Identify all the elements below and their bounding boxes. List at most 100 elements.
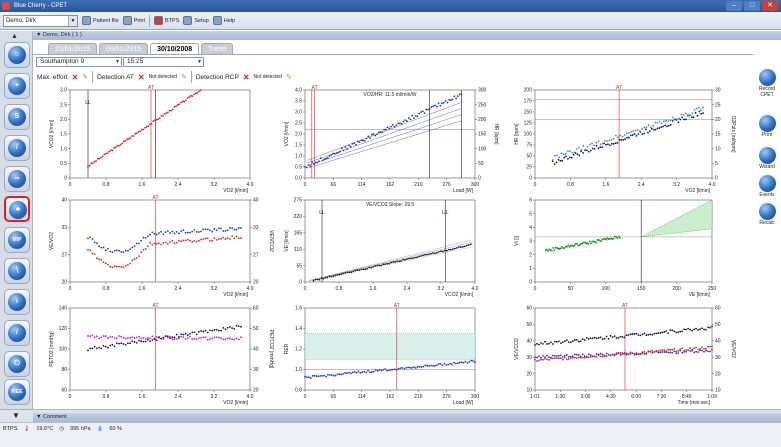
chart-c7[interactable]: AT 0 0.8 1.6 2.4 3.2 4.0 VO2 [l/min] 60 80 100 120 1…	[36, 294, 286, 406]
data-point	[550, 357, 552, 360]
data-point	[206, 228, 209, 231]
sidebar-button-10[interactable]: /	[4, 320, 30, 346]
record-cpet-button[interactable]: Record CPET	[753, 69, 781, 98]
sidebar-button-4[interactable]: /	[4, 135, 30, 161]
chart-c3[interactable]: AT 0 0.8 1.6 2.4 3.2 4.0 VO2 [l/min] 0 25 50 75 100 1…	[501, 76, 748, 194]
data-point	[323, 374, 326, 377]
sidebar-button-ree[interactable]: REE	[4, 379, 30, 405]
cross-icon[interactable]: ✕	[71, 72, 79, 82]
data-point	[350, 271, 353, 274]
data-point	[421, 110, 424, 113]
data-point	[603, 142, 606, 145]
data-point	[316, 161, 319, 164]
data-point	[334, 374, 337, 377]
data-point	[599, 336, 602, 339]
data-point	[571, 340, 574, 343]
scroll-down-icon[interactable]: ▼	[12, 411, 20, 420]
pencil-icon[interactable]: ✎	[180, 74, 187, 81]
regression-line	[307, 120, 462, 169]
tab-trend[interactable]: Trend	[201, 43, 234, 54]
data-point	[658, 127, 661, 129]
chevron-down-icon[interactable]: ▼	[68, 15, 77, 26]
data-point	[237, 325, 240, 328]
data-point	[703, 350, 705, 353]
scroll-up-icon[interactable]: ▲	[11, 33, 18, 40]
y-tick-label: 175	[524, 99, 533, 105]
y2-axis-label: VE/VO2	[730, 340, 736, 358]
data-point	[559, 357, 562, 360]
minimize-button[interactable]: –	[726, 1, 742, 11]
data-point	[390, 369, 392, 371]
patient-select[interactable]: Demo, Dirk ▼	[3, 14, 78, 27]
maximize-button[interactable]: □	[744, 1, 760, 11]
data-point	[681, 330, 684, 333]
chart-c9[interactable]: AT 1:01 1:30 3:00 4:30 6:00 7:30 8:45 1:09 Time […	[501, 294, 748, 406]
events-button[interactable]: Events	[753, 175, 781, 198]
x-tick-label: 0	[534, 182, 537, 188]
sidebar-button-1[interactable]: ☺	[4, 42, 30, 68]
data-point	[124, 139, 127, 142]
chevron-down-icon[interactable]: ▼	[197, 59, 202, 65]
chart-c8[interactable]: AT 0 66 114 162 210 276 300 Load [W] 0.8 1.0 1.2 1.4…	[271, 294, 511, 406]
data-point	[643, 353, 646, 355]
protocol-select[interactable]: Southampton 9 ▼	[36, 57, 122, 67]
data-point	[626, 136, 628, 139]
wizard-button[interactable]: Wizard	[753, 147, 781, 170]
patient-file-button[interactable]: Patient file	[82, 16, 119, 25]
thermometer-icon: 🌡	[23, 426, 31, 432]
app-title: Blue Cherry - CPET	[14, 3, 68, 9]
chart-c1[interactable]: LL AT 0 0.8 1.6 2.4 3.2 4.0 VO2 [l/min] 0 0.5 1.0 1.…	[36, 76, 286, 194]
data-point	[176, 104, 179, 106]
y-tick-label: 40	[61, 198, 67, 204]
pencil-icon[interactable]: ✎	[82, 74, 89, 81]
data-point	[186, 238, 189, 241]
sidebar-button-cpet[interactable]: ♣	[4, 196, 30, 222]
pencil-icon[interactable]: ✎	[285, 74, 292, 81]
data-point	[679, 348, 682, 351]
cross-icon[interactable]: ✕	[137, 72, 145, 82]
data-point	[465, 244, 468, 247]
sidebar-button-9[interactable]: i	[4, 289, 30, 315]
time-select[interactable]: 15:25 ▼	[123, 57, 204, 67]
chart-c5[interactable]: VE/VCO2 Slope: 29.5 LL UL 0 0.8 1.6 2.4 3.2 4.0 V…	[271, 186, 511, 298]
data-point	[189, 231, 191, 234]
data-point	[237, 237, 240, 240]
at-not-detected: Not detected	[148, 74, 177, 80]
chart-c6[interactable]: 0 50 100 150 200 250 VE [l/min] 0 1 2 3 4 5 6 Vt [l]	[501, 186, 748, 298]
data-point	[607, 337, 610, 340]
print-toolbar-button[interactable]: Print	[122, 16, 145, 25]
sidebar-button-2[interactable]: +	[4, 73, 30, 99]
tab-session-1[interactable]: 21/01/2015	[48, 43, 98, 54]
print-button[interactable]: Print	[753, 115, 781, 138]
data-point	[455, 97, 458, 100]
sidebar-button-8[interactable]: ∖	[4, 258, 30, 284]
sidebar-button-11[interactable]: ⏻	[4, 351, 30, 377]
y-tick-label: 1.0	[295, 367, 302, 373]
x-tick-label: 3.2	[673, 182, 680, 188]
data-point	[404, 119, 407, 122]
tab-session-2[interactable]: 06/01/2015	[99, 43, 149, 54]
sidebar-button-5[interactable]: ∞	[4, 166, 30, 192]
close-button[interactable]: ✕	[762, 1, 778, 11]
btps-button[interactable]: BTPS	[154, 16, 179, 25]
data-point	[379, 131, 382, 133]
setup-button[interactable]: Setup	[183, 16, 209, 25]
sidebar-button-3[interactable]: S	[4, 104, 30, 130]
chart-c4[interactable]: AT 0 0.8 1.6 2.4 3.2 4.0 VO2 [l/min] 20 27 33 40 VE/…	[36, 186, 286, 298]
comment-bar[interactable]: ▼ Comment	[33, 413, 781, 422]
data-point	[603, 337, 606, 340]
max-effort-label: Max. effort	[37, 73, 68, 81]
chevron-down-icon[interactable]: ▼	[115, 59, 120, 65]
data-point	[445, 249, 448, 252]
data-point	[383, 128, 385, 131]
tab-session-3[interactable]: 30/10/2008	[150, 43, 200, 54]
data-point	[98, 157, 101, 160]
recalc-button[interactable]: Recalc	[753, 203, 781, 226]
cross-icon[interactable]: ✕	[242, 72, 250, 82]
data-point	[695, 350, 697, 353]
marker-label: AT	[312, 85, 318, 91]
sidebar-button-mip-mep[interactable]: MIP	[4, 227, 30, 253]
data-point	[573, 356, 576, 359]
help-button[interactable]: Help	[212, 16, 235, 25]
chart-c2[interactable]: VO2/HR: 11.5 ml/min/W AT 0 66 114 162 210 276 30…	[271, 76, 511, 194]
